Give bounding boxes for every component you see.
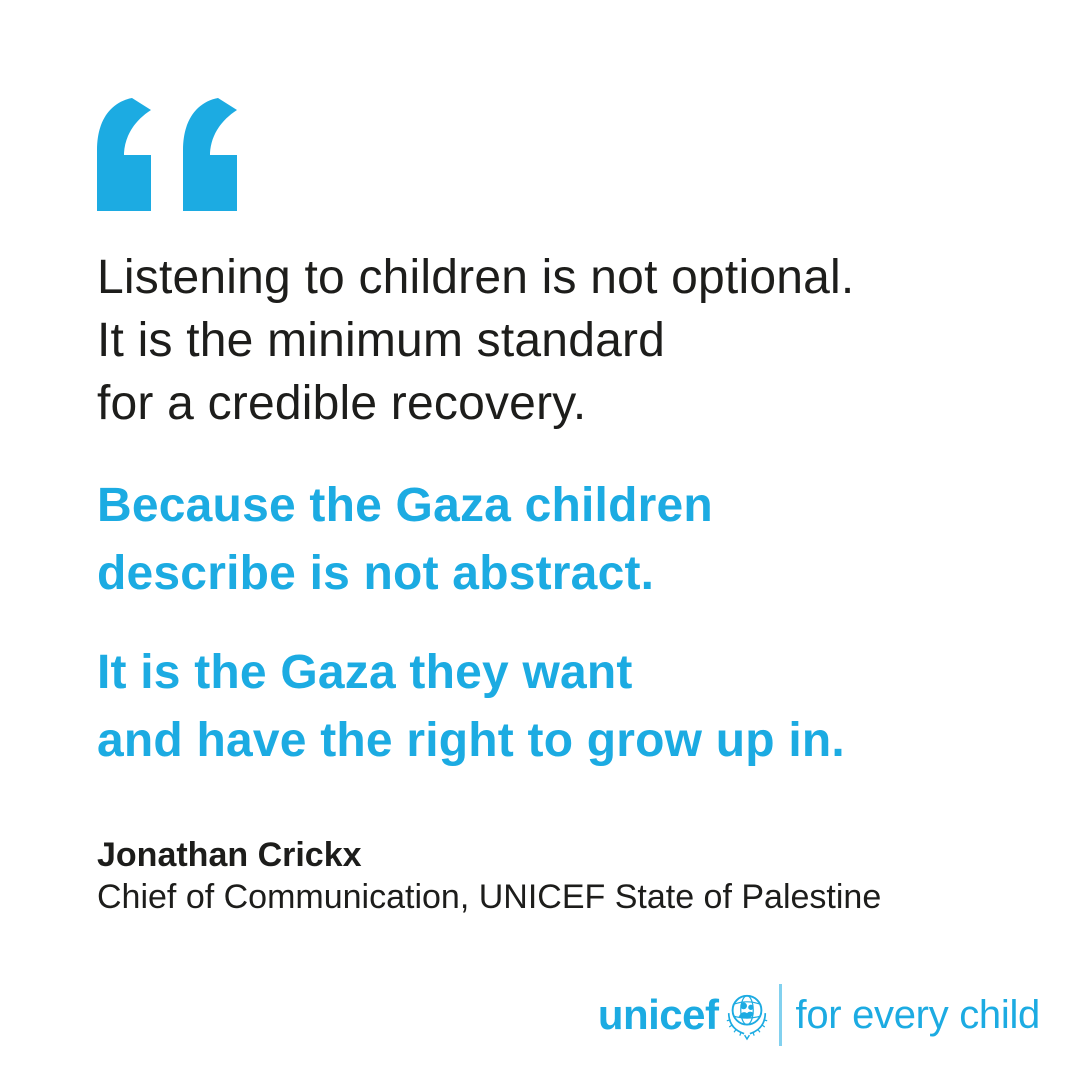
attribution-name: Jonathan Crickx: [97, 836, 362, 874]
unicef-emblem-icon: [726, 994, 767, 1041]
unicef-tagline: for every child: [795, 993, 1041, 1037]
quote-line: It is the minimum standard: [97, 314, 666, 367]
quote-black-paragraph: Listening to children is not optional. I…: [97, 246, 854, 435]
quote-line: for a credible recovery.: [97, 377, 587, 430]
attribution: Jonathan Crickx Chief of Communication, …: [97, 834, 881, 918]
quote-line: It is the Gaza they want: [97, 646, 633, 699]
unicef-wordmark: unicef: [597, 991, 719, 1038]
quote-blue-paragraph-1: Because the Gaza children describe is no…: [97, 472, 713, 608]
quote-line: Listening to children is not optional.: [97, 251, 855, 304]
quote-mark-icon: [97, 98, 237, 211]
unicef-logo: unicef for every child: [598, 982, 1040, 1048]
quote-line: describe is not abstract.: [97, 547, 655, 600]
attribution-title: Chief of Communication, UNICEF State of …: [97, 878, 882, 916]
quote-line: Because the Gaza children: [97, 479, 713, 532]
logo-divider: [778, 984, 782, 1046]
quote-blue-paragraph-2: It is the Gaza they want and have the ri…: [97, 639, 845, 775]
quote-line: and have the right to grow up in.: [97, 714, 845, 767]
